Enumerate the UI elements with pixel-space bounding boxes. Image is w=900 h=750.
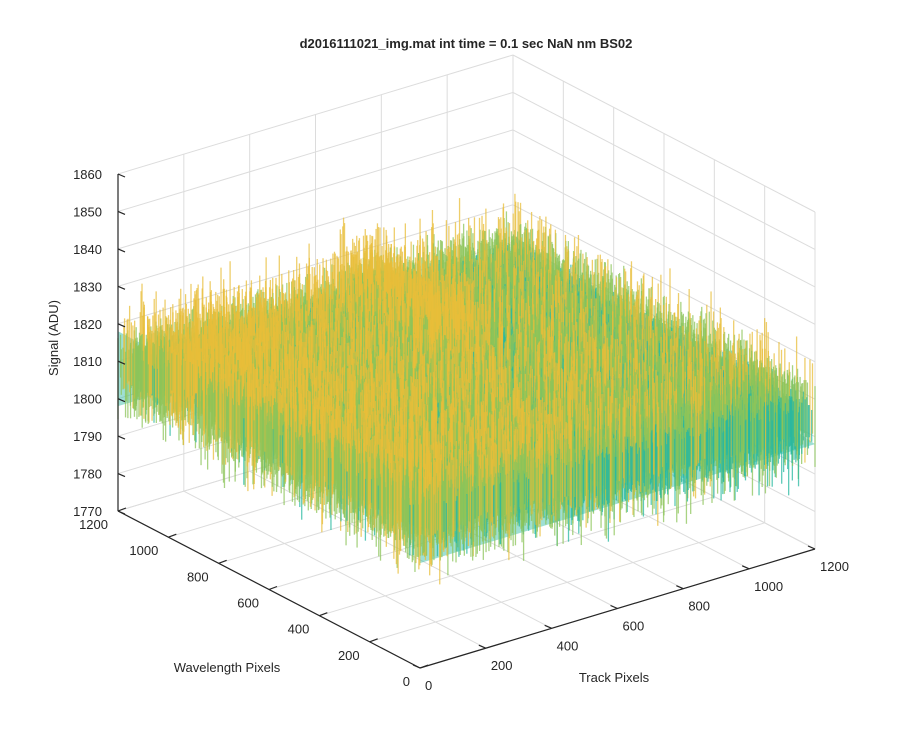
chart-title: d2016111021_img.mat int time = 0.1 sec N… (300, 36, 633, 51)
surface-layer (117, 193, 816, 585)
grid-line (319, 496, 715, 617)
grid-line (512, 129, 816, 288)
grid-line (117, 204, 514, 325)
grid-line (512, 166, 816, 325)
grid-line (117, 129, 514, 250)
grid-line (369, 522, 765, 643)
grid-line (512, 54, 816, 213)
grid-line (117, 166, 514, 287)
grid-line (117, 54, 514, 175)
grid-line (117, 91, 514, 212)
grid-line (512, 92, 816, 250)
